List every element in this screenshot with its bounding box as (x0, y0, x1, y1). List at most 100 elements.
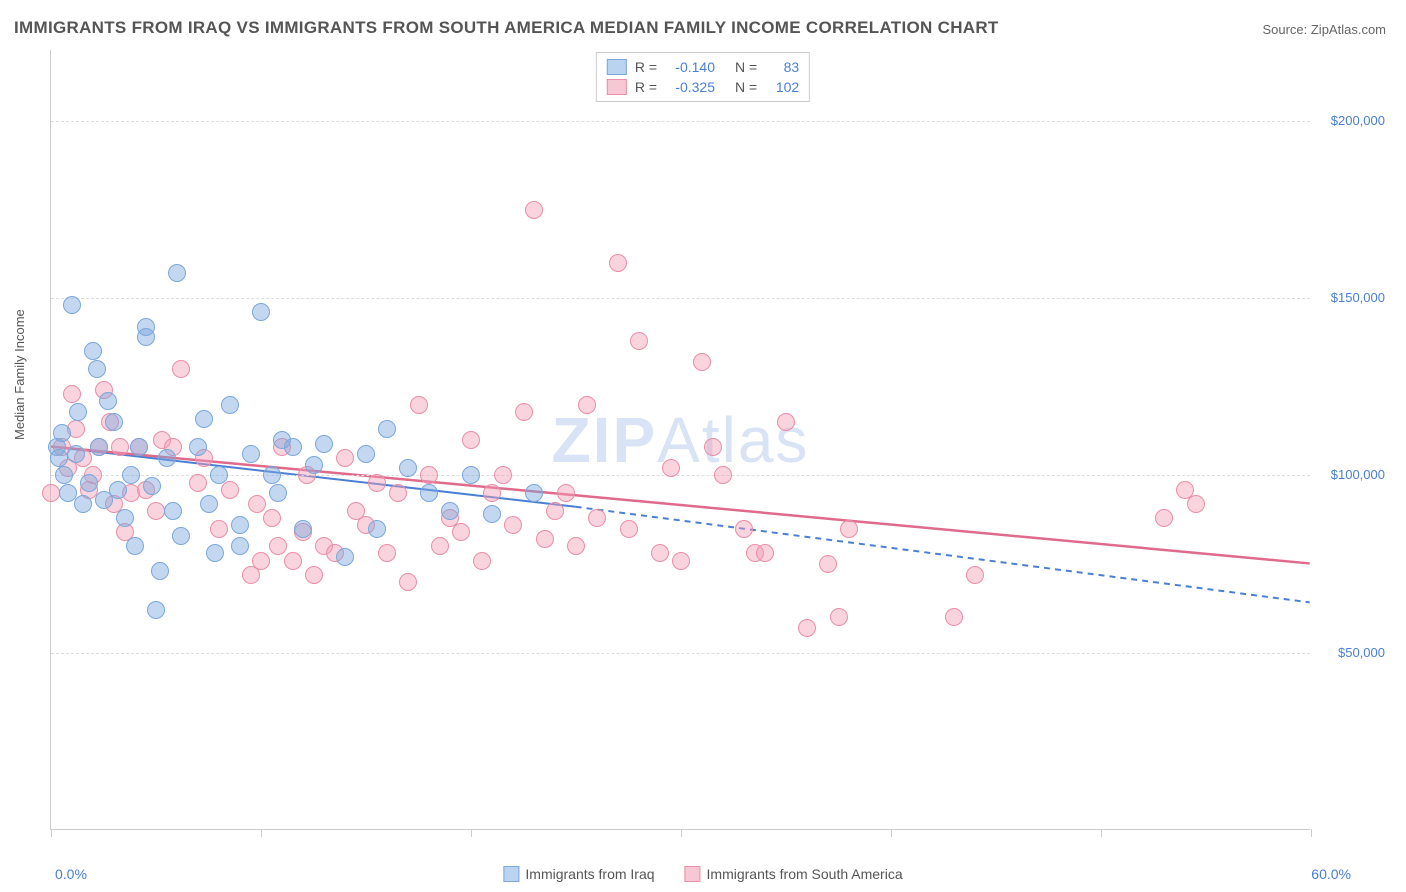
south-america-point (672, 552, 690, 570)
stats-n-val: 83 (765, 59, 799, 75)
south-america-point (525, 201, 543, 219)
south-america-point (504, 516, 522, 534)
south-america-point (1187, 495, 1205, 513)
south-america-point (830, 608, 848, 626)
y-tick-label: $200,000 (1331, 113, 1385, 128)
south-america-point (399, 573, 417, 591)
south-america-point (620, 520, 638, 538)
iraq-point (53, 424, 71, 442)
stats-n-label: N = (735, 59, 757, 75)
iraq-point (294, 520, 312, 538)
x-axis-max-label: 60.0% (1311, 866, 1351, 882)
grid-line (51, 653, 1310, 654)
stats-row: R = -0.140 N = 83 (607, 57, 799, 77)
south-america-point (609, 254, 627, 272)
grid-line (51, 121, 1310, 122)
iraq-point (483, 505, 501, 523)
stats-r-val: -0.140 (665, 59, 715, 75)
iraq-point (195, 410, 213, 428)
stats-r-label: R = (635, 59, 657, 75)
legend-item: Immigrants from South America (685, 866, 903, 882)
south-america-point (777, 413, 795, 431)
chart-container: IMMIGRANTS FROM IRAQ VS IMMIGRANTS FROM … (0, 0, 1406, 892)
south-america-point (252, 552, 270, 570)
stats-row: R =-0.325N =102 (607, 77, 799, 97)
iraq-point (69, 403, 87, 421)
watermark-bold: ZIP (552, 404, 658, 476)
south-america-point (515, 403, 533, 421)
watermark: ZIPAtlas (552, 403, 810, 477)
source-attribution: Source: ZipAtlas.com (1262, 22, 1386, 37)
iraq-point (200, 495, 218, 513)
iraq-point (315, 435, 333, 453)
x-tick (681, 829, 682, 837)
south-america-point (189, 474, 207, 492)
iraq-point (378, 420, 396, 438)
legend-label: Immigrants from South America (707, 866, 903, 882)
iraq-point (221, 396, 239, 414)
iraq-point (189, 438, 207, 456)
south-america-point (662, 459, 680, 477)
iraq-point (80, 474, 98, 492)
south-america-point (172, 360, 190, 378)
south-america-point (567, 537, 585, 555)
trend-lines (51, 50, 1310, 829)
iraq-point (357, 445, 375, 463)
iraq-point (126, 537, 144, 555)
south-america-point (651, 544, 669, 562)
iraq-point (90, 438, 108, 456)
x-tick (891, 829, 892, 837)
iraq-point (130, 438, 148, 456)
iraq-point (67, 445, 85, 463)
x-tick (51, 829, 52, 837)
chart-title: IMMIGRANTS FROM IRAQ VS IMMIGRANTS FROM … (14, 18, 999, 38)
south-america-point (546, 502, 564, 520)
iraq-point (88, 360, 106, 378)
south-america-point (630, 332, 648, 350)
south-america-point (63, 385, 81, 403)
south-america-point (269, 537, 287, 555)
iraq-point (164, 502, 182, 520)
y-tick-label: $100,000 (1331, 467, 1385, 482)
iraq-point (525, 484, 543, 502)
x-tick (1311, 829, 1312, 837)
iraq-point (231, 516, 249, 534)
south-america-point (462, 431, 480, 449)
iraq-point (242, 445, 260, 463)
south-america-point (945, 608, 963, 626)
iraq-point (263, 466, 281, 484)
iraq-point (231, 537, 249, 555)
stats-r-label: R = (635, 79, 657, 95)
stats-r-val: -0.325 (665, 79, 715, 95)
south-america-point (483, 484, 501, 502)
south-america-point (473, 552, 491, 570)
south-america-point (588, 509, 606, 527)
iraq-point (147, 601, 165, 619)
south-america-point (536, 530, 554, 548)
y-tick-label: $150,000 (1331, 290, 1385, 305)
x-tick (471, 829, 472, 837)
south-america-point (263, 509, 281, 527)
south-america-point (704, 438, 722, 456)
iraq-point (305, 456, 323, 474)
south-america-point (147, 502, 165, 520)
south-america-point (378, 544, 396, 562)
iraq-point (168, 264, 186, 282)
iraq-point (252, 303, 270, 321)
south-america-point (1155, 509, 1173, 527)
legend-item: Immigrants from Iraq (503, 866, 654, 882)
legend-swatch (503, 866, 519, 882)
iraq-point (399, 459, 417, 477)
iraq-point (84, 342, 102, 360)
y-tick-label: $50,000 (1338, 645, 1385, 660)
iraq-point (143, 477, 161, 495)
south-america-point (840, 520, 858, 538)
south-america-point (42, 484, 60, 502)
south-america-point (557, 484, 575, 502)
iraq-point (50, 449, 68, 467)
iraq-point (74, 495, 92, 513)
south-america-point (798, 619, 816, 637)
iraq-point (137, 328, 155, 346)
iraq-point (420, 484, 438, 502)
plot-area: ZIPAtlas $50,000$100,000$150,000$200,000 (50, 50, 1310, 830)
